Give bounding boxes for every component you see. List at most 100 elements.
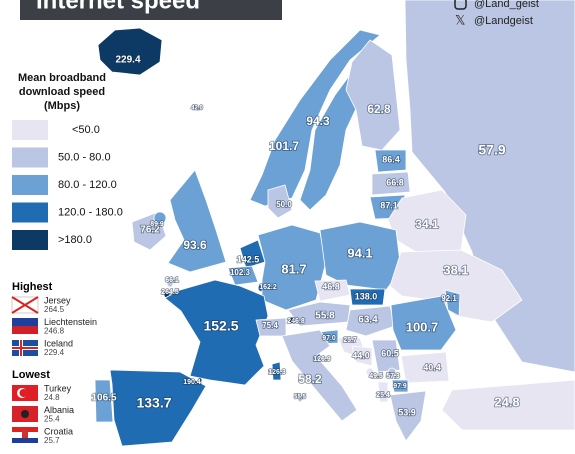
legend-swatch xyxy=(12,230,48,250)
country-value: 106.5 xyxy=(91,393,116,404)
country xyxy=(257,224,327,311)
country xyxy=(227,265,259,286)
title-box xyxy=(20,0,282,20)
flag-iceland xyxy=(12,340,38,356)
country-value: 42.0 xyxy=(191,106,203,112)
legend-title-line: (Mbps) xyxy=(44,100,80,112)
country-value: 46.8 xyxy=(322,281,340,291)
flag-liechtenstein xyxy=(12,318,38,334)
country xyxy=(371,171,411,196)
country xyxy=(167,169,227,273)
rank-value: 229.4 xyxy=(44,348,65,357)
country xyxy=(400,351,450,384)
country-value: 126.9 xyxy=(313,356,331,363)
country-value: 57.9 xyxy=(478,142,505,158)
country-value: 97.0 xyxy=(322,335,336,342)
country-value: 55.8 xyxy=(315,311,335,322)
country xyxy=(97,27,163,76)
country-value: 87.1 xyxy=(380,200,398,210)
legend-swatch xyxy=(12,202,48,223)
rank-value: 24.8 xyxy=(44,393,60,402)
flag-croatia xyxy=(12,427,38,443)
rank-value: 246.8 xyxy=(44,327,65,336)
country xyxy=(349,288,386,306)
country xyxy=(377,381,389,403)
country xyxy=(374,149,407,173)
country xyxy=(345,305,396,337)
highest-title: Highest xyxy=(12,281,53,293)
lowest-title: Lowest xyxy=(12,369,50,381)
country xyxy=(271,361,282,381)
country xyxy=(404,0,575,373)
country-value: 53.9 xyxy=(398,407,416,417)
rank-name: Iceland xyxy=(44,338,73,348)
country-value: 94.3 xyxy=(306,114,330,128)
flag-turkey xyxy=(12,385,38,401)
country-value: 38.1 xyxy=(443,262,468,277)
flag-albania xyxy=(12,406,38,422)
legend-label: <50.0 xyxy=(72,124,100,136)
country xyxy=(164,279,269,386)
country-value: 81.7 xyxy=(281,261,306,276)
legend-swatch xyxy=(12,147,48,168)
country xyxy=(314,279,351,302)
country-value: 44.0 xyxy=(352,350,370,360)
country-value: 63.4 xyxy=(358,315,378,326)
legend-label: 120.0 - 180.0 xyxy=(58,206,123,218)
country xyxy=(166,280,174,288)
country-value: 138.0 xyxy=(355,291,378,301)
country-value: 92.1 xyxy=(441,294,457,303)
country-value: 264.5 xyxy=(161,289,179,296)
country xyxy=(281,329,358,422)
country xyxy=(391,379,409,393)
x-handle: @Landgeist xyxy=(474,15,533,27)
legend-label: 50.0 - 80.0 xyxy=(58,151,111,163)
country-value: 229.4 xyxy=(115,55,140,66)
country xyxy=(197,377,203,383)
country xyxy=(345,39,401,151)
legend-swatch xyxy=(12,120,48,140)
country xyxy=(153,211,167,225)
country-value: 62.8 xyxy=(367,102,391,116)
country-value: 142.5 xyxy=(237,254,260,264)
rank-name: Croatia xyxy=(44,426,73,436)
country-value: 50.0 xyxy=(276,200,292,209)
country-value: 75.4 xyxy=(262,321,278,330)
title: Internet speed xyxy=(36,0,200,14)
country xyxy=(444,289,461,317)
country-value: 25.7 xyxy=(343,337,357,344)
country-value: 86.4 xyxy=(382,154,400,164)
legend-title-line: download speed xyxy=(19,86,105,98)
country-value: 76.2 xyxy=(140,225,160,236)
country-value: 55.5 xyxy=(294,395,306,401)
country-value: 162.2 xyxy=(259,284,277,291)
country-value: 34.1 xyxy=(415,217,439,231)
country-value: 25.4 xyxy=(376,392,390,399)
rank-value: 25.7 xyxy=(44,436,60,445)
legend-swatch xyxy=(12,175,48,195)
country-value: 60.5 xyxy=(381,348,399,358)
x-icon: 𝕏 xyxy=(455,12,465,27)
country xyxy=(267,184,293,219)
country xyxy=(441,379,575,431)
country-value: 58.2 xyxy=(298,372,322,386)
rank-name: Turkey xyxy=(44,383,72,393)
country-value: 24.8 xyxy=(494,394,519,409)
country xyxy=(109,369,207,447)
rank-name: Jersey xyxy=(44,295,71,305)
country xyxy=(389,249,523,323)
country-value: 94.1 xyxy=(347,245,372,260)
country xyxy=(390,295,457,351)
country-value: 97.9 xyxy=(393,383,407,390)
country xyxy=(365,367,375,377)
country-value: 93.6 xyxy=(183,238,207,252)
country xyxy=(193,104,201,112)
country xyxy=(371,339,401,373)
country xyxy=(387,367,397,377)
country-value: 190.4 xyxy=(183,379,201,386)
country-value: 100.7 xyxy=(406,319,439,334)
country xyxy=(351,345,373,367)
country-value: 102.3 xyxy=(230,268,251,277)
country-value: 40.4 xyxy=(423,362,441,372)
